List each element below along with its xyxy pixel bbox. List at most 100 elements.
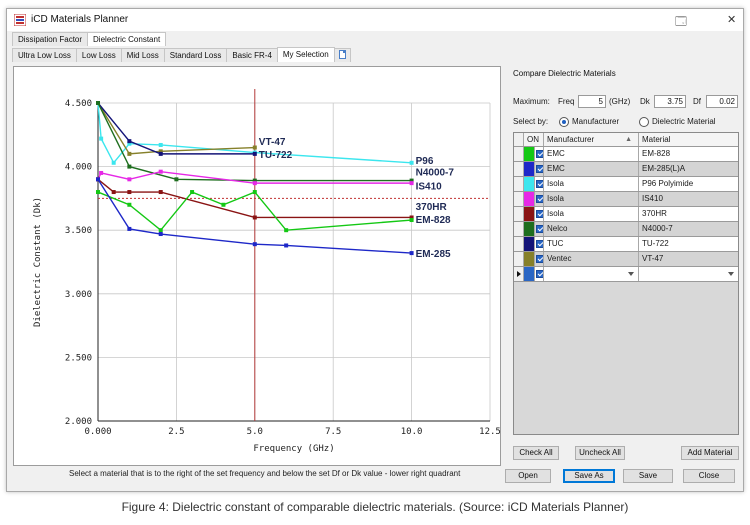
series-color-swatch (524, 237, 535, 251)
data-point (409, 251, 414, 256)
df-input[interactable] (706, 95, 738, 108)
on-checkbox[interactable] (536, 270, 543, 278)
on-checkbox[interactable] (536, 195, 543, 203)
col-on-header[interactable]: ON (524, 133, 544, 146)
tab-standard-loss[interactable]: Standard Loss (163, 48, 228, 62)
y-tick-label: 4.000 (65, 163, 92, 173)
tab-ultra-low-loss[interactable]: Ultra Low Loss (12, 48, 77, 62)
data-point (252, 190, 257, 195)
material-row[interactable]: EMC EM-828 (514, 147, 738, 162)
material-row[interactable]: Isola 370HR (514, 207, 738, 222)
material-row[interactable]: TUC TU-722 (514, 237, 738, 252)
open-button[interactable]: Open (505, 469, 551, 483)
on-checkbox[interactable] (536, 180, 543, 188)
on-checkbox[interactable] (536, 225, 543, 233)
compare-title: Compare Dielectric Materials (513, 69, 616, 78)
on-cell (535, 147, 544, 161)
manufacturer-cell[interactable]: TUC (544, 237, 639, 251)
data-point (158, 169, 163, 174)
row-header-cell[interactable] (514, 192, 524, 206)
tab-my-selection[interactable]: My Selection (276, 47, 335, 62)
series-color-swatch (524, 222, 535, 236)
close-button[interactable]: Close (683, 469, 735, 483)
material-dropdown[interactable] (639, 267, 738, 281)
dk-input[interactable] (654, 95, 686, 108)
row-header-cell[interactable] (514, 162, 524, 176)
manufacturer-cell[interactable]: Nelco (544, 222, 639, 236)
data-point (174, 177, 179, 182)
row-header-cell[interactable] (514, 237, 524, 251)
row-header-cell[interactable] (514, 252, 524, 266)
series-label: EM-285 (416, 249, 451, 260)
tab-low-loss[interactable]: Low Loss (75, 48, 122, 62)
restore-window-icon[interactable]: 🗔 (675, 16, 687, 28)
data-point (158, 142, 163, 147)
save-as-button[interactable]: Save As (563, 469, 615, 483)
manufacturer-cell[interactable]: EMC (544, 147, 639, 161)
tab-mid-loss[interactable]: Mid Loss (120, 48, 165, 62)
close-window-icon[interactable]: ✕ (727, 14, 737, 26)
data-point (252, 242, 257, 247)
material-cell[interactable]: N4000-7 (642, 224, 673, 233)
col-manufacturer-header[interactable]: Manufacturer ▲ (544, 133, 639, 146)
uncheck-all-button[interactable]: Uncheck All (575, 446, 625, 460)
data-point (127, 190, 132, 195)
tab-dielectric-constant[interactable]: Dielectric Constant (87, 32, 167, 46)
dielectric-material-radio-label: Dielectric Material (652, 117, 716, 126)
material-cell[interactable]: TU-722 (642, 239, 669, 248)
x-tick-label: 5.0 (247, 427, 263, 437)
on-checkbox[interactable] (536, 150, 543, 158)
row-header-cell[interactable] (514, 222, 524, 236)
dielectric-material-radio[interactable] (639, 117, 649, 127)
material-cell[interactable]: P96 Polyimide (642, 179, 694, 188)
df-label: Df (693, 97, 701, 106)
data-point (190, 190, 195, 195)
on-cell (535, 237, 544, 251)
manufacturer-cell[interactable]: Isola (544, 192, 639, 206)
on-cell (535, 177, 544, 191)
on-checkbox[interactable] (536, 210, 543, 218)
on-cell (535, 267, 544, 281)
col-material-header[interactable]: Material (642, 135, 671, 144)
category-tab-strip: Ultra Low Loss Low Loss Mid Loss Standar… (12, 47, 351, 62)
on-checkbox[interactable] (536, 240, 543, 248)
series-label: N4000-7 (416, 168, 455, 179)
manufacturer-cell[interactable]: Isola (544, 177, 639, 191)
freq-input[interactable] (578, 95, 606, 108)
row-header-cell[interactable] (514, 207, 524, 221)
on-cell (535, 222, 544, 236)
new-material-row[interactable] (514, 267, 738, 282)
material-row[interactable]: Nelco N4000-7 (514, 222, 738, 237)
manufacturer-radio[interactable] (559, 117, 569, 127)
on-checkbox[interactable] (536, 255, 543, 263)
material-cell[interactable]: EM-828 (642, 149, 671, 158)
data-point (158, 232, 163, 237)
y-tick-label: 2.500 (65, 353, 92, 363)
tab-basic-fr4[interactable]: Basic FR-4 (226, 48, 278, 62)
material-cell[interactable]: EM-285(L)A (642, 164, 686, 173)
material-row[interactable]: Ventec VT-47 (514, 252, 738, 267)
tab-dissipation-factor[interactable]: Dissipation Factor (12, 32, 89, 46)
data-point (409, 215, 414, 220)
material-row[interactable]: Isola P96 Polyimide (514, 177, 738, 192)
add-material-button[interactable]: Add Material (681, 446, 739, 460)
material-row[interactable]: Isola IS410 (514, 192, 738, 207)
save-button[interactable]: Save (623, 469, 673, 483)
material-cell[interactable]: VT-47 (642, 254, 664, 263)
series-label: P96 (416, 156, 434, 167)
manufacturer-cell[interactable]: Isola (544, 207, 639, 221)
material-cell[interactable]: 370HR (642, 209, 667, 218)
data-point (111, 190, 116, 195)
data-point (409, 218, 414, 223)
material-cell[interactable]: IS410 (642, 194, 663, 203)
material-row[interactable]: EMC EM-285(L)A (514, 162, 738, 177)
y-axis-title: Dielectric Constant (Dk) (33, 197, 43, 327)
new-tab-button[interactable] (333, 48, 351, 62)
manufacturer-cell[interactable]: Ventec (544, 252, 639, 266)
manufacturer-dropdown[interactable] (544, 267, 639, 281)
check-all-button[interactable]: Check All (513, 446, 559, 460)
manufacturer-cell[interactable]: EMC (544, 162, 639, 176)
row-header-cell[interactable] (514, 147, 524, 161)
row-header-cell[interactable] (514, 177, 524, 191)
on-checkbox[interactable] (536, 165, 543, 173)
